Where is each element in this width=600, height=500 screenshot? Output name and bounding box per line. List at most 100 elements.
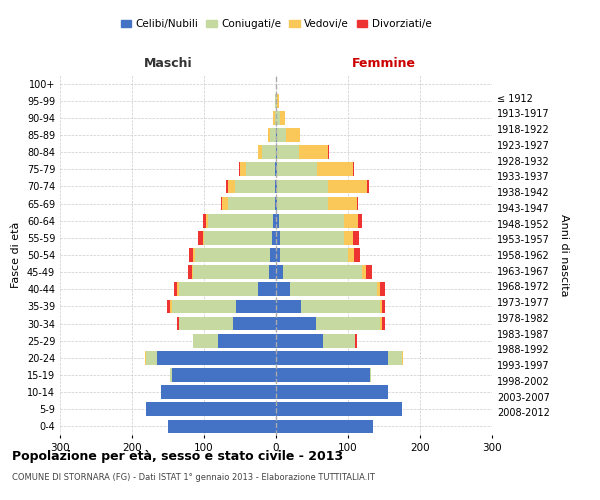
Bar	[276, 351, 388, 364]
Bar	[277, 94, 279, 108]
Bar	[328, 180, 367, 194]
Bar	[161, 386, 276, 399]
Bar	[179, 282, 258, 296]
Bar	[277, 146, 299, 159]
Bar	[276, 402, 402, 416]
Bar	[380, 300, 382, 314]
Bar	[355, 334, 358, 347]
Bar	[203, 214, 206, 228]
Bar	[218, 334, 276, 347]
Bar	[280, 111, 286, 124]
Bar	[276, 248, 280, 262]
Bar	[275, 94, 276, 108]
Bar	[228, 180, 235, 194]
Bar	[193, 248, 194, 262]
Bar	[388, 351, 402, 364]
Text: COMUNE DI STORNARA (FG) - Dati ISTAT 1° gennaio 2013 - Elaborazione TUTTITALIA.I: COMUNE DI STORNARA (FG) - Dati ISTAT 1° …	[12, 472, 375, 482]
Bar	[380, 282, 385, 296]
Bar	[204, 231, 272, 244]
Bar	[277, 196, 328, 210]
Bar	[276, 231, 280, 244]
Bar	[402, 351, 403, 364]
Bar	[276, 196, 277, 210]
Bar	[233, 316, 276, 330]
Bar	[276, 420, 373, 434]
Y-axis label: Anni di nascita: Anni di nascita	[559, 214, 569, 296]
Bar	[273, 214, 276, 228]
Bar	[286, 128, 301, 142]
Bar	[194, 248, 270, 262]
Bar	[268, 128, 270, 142]
Bar	[206, 214, 208, 228]
Bar	[172, 300, 236, 314]
Bar	[362, 266, 366, 279]
Bar	[353, 162, 355, 176]
Bar	[246, 162, 275, 176]
Text: Maschi: Maschi	[143, 57, 193, 70]
Bar	[272, 231, 276, 244]
Bar	[174, 282, 178, 296]
Bar	[170, 368, 172, 382]
Bar	[353, 231, 359, 244]
Bar	[277, 180, 328, 194]
Bar	[270, 128, 276, 142]
Bar	[290, 282, 377, 296]
Bar	[146, 351, 157, 364]
Bar	[275, 196, 276, 210]
Bar	[178, 282, 179, 296]
Bar	[276, 266, 283, 279]
Bar	[208, 214, 273, 228]
Bar	[316, 316, 380, 330]
Bar	[276, 128, 277, 142]
Text: Popolazione per età, sesso e stato civile - 2013: Popolazione per età, sesso e stato civil…	[12, 450, 343, 463]
Bar	[301, 300, 380, 314]
Bar	[236, 300, 276, 314]
Bar	[146, 402, 276, 416]
Bar	[377, 282, 380, 296]
Bar	[356, 196, 358, 210]
Bar	[299, 146, 328, 159]
Bar	[280, 231, 344, 244]
Bar	[276, 368, 370, 382]
Bar	[262, 146, 276, 159]
Bar	[179, 316, 233, 330]
Bar	[172, 368, 276, 382]
Bar	[221, 196, 222, 210]
Bar	[354, 248, 359, 262]
Bar	[283, 266, 362, 279]
Bar	[228, 196, 275, 210]
Bar	[328, 196, 356, 210]
Bar	[348, 248, 354, 262]
Bar	[275, 180, 276, 194]
Bar	[382, 300, 385, 314]
Bar	[188, 266, 192, 279]
Bar	[240, 162, 246, 176]
Bar	[380, 316, 382, 330]
Bar	[189, 248, 193, 262]
Bar	[275, 162, 276, 176]
Bar	[279, 214, 344, 228]
Bar	[276, 180, 277, 194]
Bar	[226, 180, 228, 194]
Text: Femmine: Femmine	[352, 57, 416, 70]
Bar	[277, 128, 286, 142]
Bar	[235, 180, 275, 194]
Bar	[239, 162, 240, 176]
Bar	[276, 300, 301, 314]
Bar	[367, 180, 369, 194]
Bar	[193, 266, 269, 279]
Bar	[222, 196, 228, 210]
Bar	[167, 300, 170, 314]
Bar	[170, 300, 172, 314]
Y-axis label: Fasce di età: Fasce di età	[11, 222, 21, 288]
Bar	[344, 231, 353, 244]
Bar	[276, 94, 277, 108]
Bar	[323, 334, 355, 347]
Bar	[276, 111, 280, 124]
Bar	[192, 266, 193, 279]
Bar	[276, 386, 388, 399]
Bar	[203, 231, 204, 244]
Bar	[280, 248, 348, 262]
Bar	[276, 162, 277, 176]
Bar	[276, 282, 290, 296]
